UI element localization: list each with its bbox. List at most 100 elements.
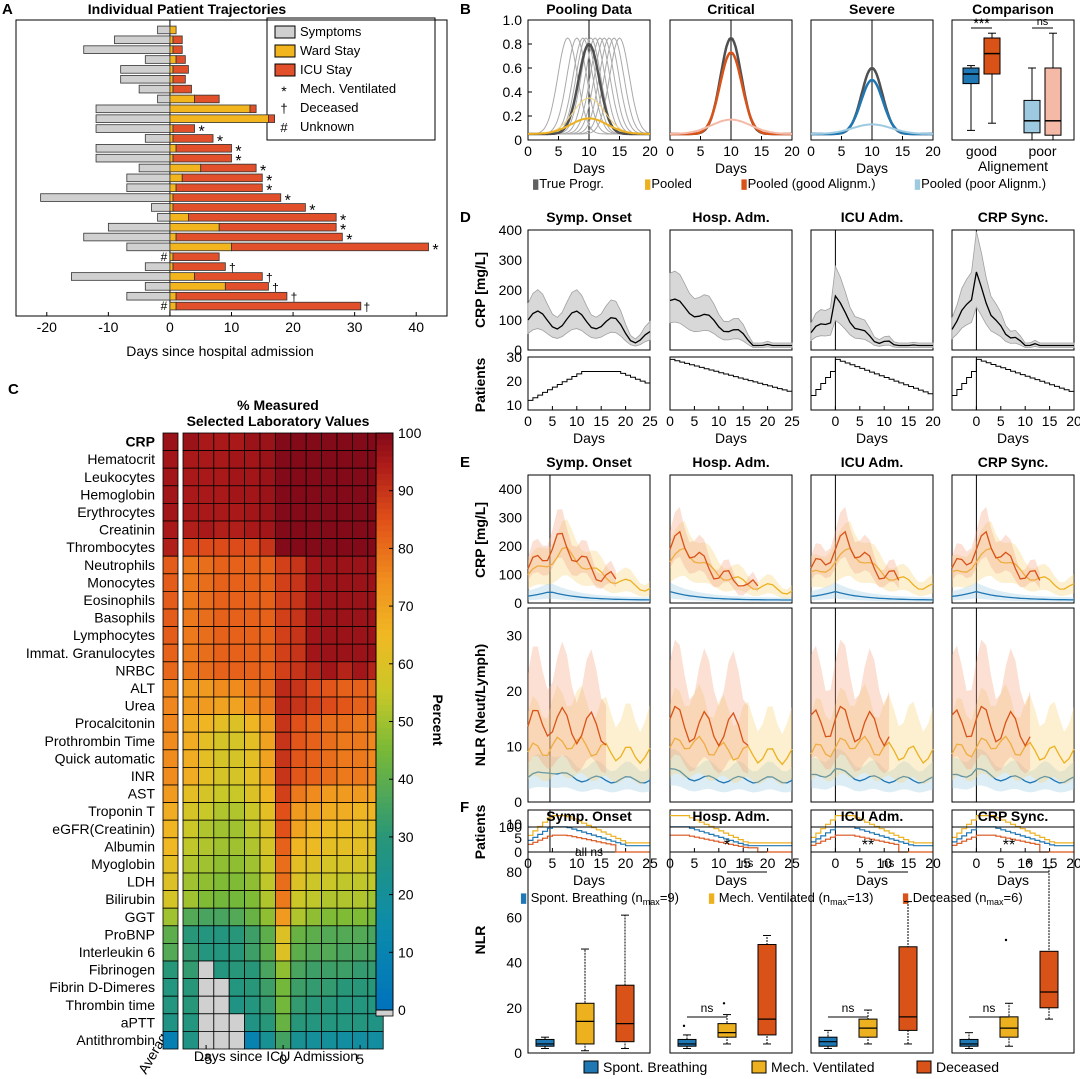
- legend-swatch-ward: [274, 44, 296, 58]
- heatmap-cell: [213, 450, 230, 469]
- icu-bar: [175, 301, 362, 311]
- icu-bar: [200, 163, 257, 173]
- colorbar-segment: [376, 669, 393, 676]
- heatmap-cell: [213, 1013, 230, 1032]
- panel-f-axes: [669, 826, 793, 1054]
- heatmap-cell: [321, 1031, 338, 1050]
- heatmap-cell: [197, 714, 215, 733]
- comparison-sig-label: ns: [1037, 16, 1049, 28]
- colorbar-segment: [376, 900, 393, 907]
- symptoms-bar: [120, 65, 171, 74]
- ward-bar: [169, 183, 177, 192]
- heatmap-cell: [305, 960, 323, 980]
- panel-d-patients-axes: [669, 356, 793, 411]
- lab-row-label: Lymphocytes: [73, 627, 155, 643]
- heatmap-cell: [290, 837, 307, 856]
- heatmap-cell: [321, 626, 338, 645]
- heatmap-cell: [244, 784, 261, 804]
- heatmap-cell: [182, 679, 199, 698]
- heatmap-cell: [336, 925, 353, 944]
- panel-d-xtick-label: 10: [876, 413, 892, 429]
- panel-d-ytick-label: 300: [499, 252, 523, 268]
- heatmap-cell: [213, 643, 230, 663]
- lab-row-label: Thrombin time: [66, 997, 156, 1013]
- colorbar-segment: [376, 617, 393, 625]
- panel-f-sig-mid: ns: [741, 856, 754, 870]
- lab-row-label: Albumin: [104, 838, 155, 854]
- average-cell: [162, 978, 179, 997]
- panel-b-xtick-label: 5: [838, 143, 846, 159]
- heatmap-cell: [290, 502, 307, 522]
- icu-bar: [175, 55, 186, 64]
- heatmap-cell: [259, 643, 276, 663]
- heatmap-cell: [213, 520, 230, 540]
- colorbar-tick-label: 100: [398, 425, 422, 441]
- heatmap-cell: [274, 995, 292, 1015]
- panel-b-xlabel: Days: [856, 160, 888, 176]
- heatmap-cell: [321, 925, 338, 944]
- heatmap-cell: [197, 978, 215, 997]
- icu-bar: [175, 183, 263, 192]
- panel-a-title: Individual Patient Trajectories: [88, 1, 287, 17]
- heatmap-cell: [321, 450, 338, 469]
- symptoms-bar: [144, 55, 171, 64]
- heatmap-cell: [213, 432, 230, 452]
- panel-d-ytick-label: 100: [499, 312, 523, 328]
- symptoms-bar: [157, 25, 171, 35]
- heatmap-cell: [213, 819, 230, 839]
- lab-row-label: Creatinin: [99, 522, 155, 538]
- panel-f-box: [757, 944, 777, 1036]
- heatmap-cell: [213, 467, 230, 487]
- heatmap-cell: [259, 855, 276, 874]
- panel-e-spont-crp-line: [951, 590, 1075, 601]
- colorbar-segment: [376, 646, 393, 653]
- heatmap-cell: [197, 907, 215, 927]
- panel-c-colorbar-label: Percent: [430, 694, 446, 746]
- panel-b-ytick-label: 0.6: [503, 60, 523, 76]
- colorbar-segment: [376, 940, 393, 948]
- heatmap-cell: [197, 538, 215, 557]
- panel-e-spont-crp-band: [952, 582, 1074, 602]
- panel-d-patients-axes: [951, 356, 1075, 411]
- lab-row-label: Fibrinogen: [89, 962, 155, 978]
- heatmap-cell: [213, 591, 230, 610]
- panel-e-nlr-ytick-label: 10: [506, 739, 522, 755]
- average-cell: [162, 802, 179, 821]
- heatmap-cell: [182, 555, 199, 575]
- panel-b-legend-true: True Progr.: [539, 176, 604, 191]
- heatmap-cell: [244, 467, 261, 487]
- heatmap-cell: [336, 784, 353, 804]
- lab-row-label: Hematocrit: [87, 451, 155, 467]
- heatmap-cell: [305, 696, 323, 716]
- colorbar-segment: [376, 779, 393, 786]
- panel-b-ytick-label: 0: [514, 132, 522, 148]
- heatmap-cell: [321, 467, 338, 487]
- panel-d-xtick-label: 20: [760, 413, 776, 429]
- panel-e-patients-step: [952, 814, 1074, 844]
- heatmap-cell: [259, 819, 276, 839]
- heatmap-cell: [197, 573, 215, 592]
- colorbar-tick-label: 0: [398, 1002, 406, 1018]
- heatmap-cell: [305, 1031, 323, 1050]
- heatmap-cell: [213, 485, 230, 504]
- heatmap-cell: [182, 608, 199, 628]
- panel-e-xtick-label: 10: [569, 855, 585, 871]
- panel-f-title: CRP Sync.: [978, 808, 1049, 824]
- panel-d-crp-band: [951, 231, 1075, 348]
- heatmap-cell: [182, 626, 199, 645]
- symptoms-bar: [151, 203, 171, 212]
- colorbar-segment: [376, 865, 393, 873]
- heatmap-cell: [182, 696, 199, 716]
- heatmap-cell: [351, 925, 369, 944]
- symptoms-bar: [144, 262, 171, 271]
- colorbar-segment: [376, 986, 393, 994]
- heatmap-cell: [305, 591, 323, 610]
- panel-f-ytick-label: 60: [506, 909, 522, 925]
- heatmap-cell: [213, 907, 230, 927]
- heatmap-cell: [182, 943, 199, 962]
- heatmap-cell: [290, 696, 307, 716]
- heatmap-cell: [228, 925, 245, 944]
- icu-bar: [194, 94, 220, 104]
- average-cell: [162, 502, 179, 522]
- symptoms-bar: [83, 45, 171, 54]
